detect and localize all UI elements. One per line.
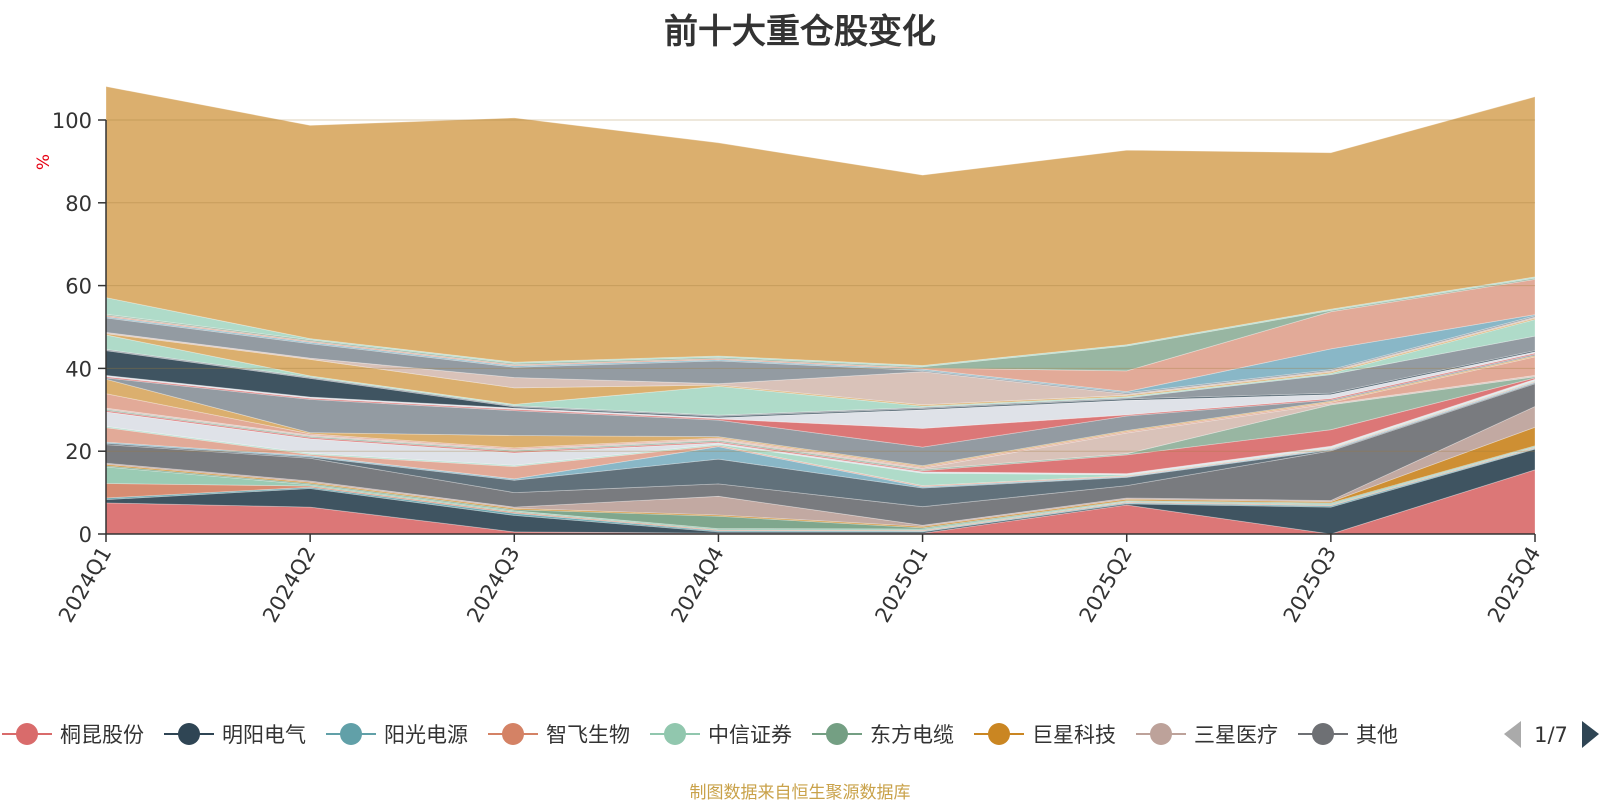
legend-item[interactable]: 明阳电气 xyxy=(164,723,306,747)
x-tick-label: 2024Q1 xyxy=(54,543,116,627)
y-axis-label: % xyxy=(34,154,54,170)
source-note: 制图数据来自恒生聚源数据库 xyxy=(689,783,911,803)
legend-label: 东方电缆 xyxy=(870,723,954,747)
y-tick-label: 40 xyxy=(65,357,92,381)
legend-marker xyxy=(826,723,848,745)
legend-item[interactable]: 三星医疗 xyxy=(1136,723,1278,747)
area-series-2[interactable] xyxy=(105,448,1536,535)
legend-item[interactable]: 其他 xyxy=(1298,723,1398,747)
area-series-4[interactable] xyxy=(105,446,1536,532)
x-tick-label: 2025Q3 xyxy=(1279,543,1341,627)
legend-marker xyxy=(1150,723,1172,745)
y-tick-label: 20 xyxy=(65,440,92,464)
area-series-33[interactable] xyxy=(105,86,1536,366)
legend-label: 明阳电气 xyxy=(222,723,306,747)
legend-prev-triangle-left-icon[interactable] xyxy=(1504,721,1521,748)
legend[interactable]: 桐昆股份 明阳电气 阳光电源 智飞生物 中信证券 东方电缆 巨星科技 三星医疗 其他 1/7 xyxy=(2,721,1599,748)
x-tick-label: 2025Q2 xyxy=(1075,543,1137,627)
legend-item[interactable]: 巨星科技 xyxy=(974,723,1116,747)
legend-page-indicator: 1/7 xyxy=(1534,723,1568,747)
x-tick-label: 2024Q4 xyxy=(666,543,728,627)
legend-label: 桐昆股份 xyxy=(60,723,144,747)
area-series-21[interactable] xyxy=(105,352,1536,448)
area-series-26[interactable] xyxy=(105,317,1536,407)
y-tick-label: 0 xyxy=(79,523,92,547)
area-series-7[interactable] xyxy=(105,426,1536,529)
x-tick-label: 2024Q3 xyxy=(462,543,524,627)
y-tick-label: 100 xyxy=(52,109,92,133)
legend-item[interactable]: 中信证券 xyxy=(650,723,792,747)
legend-marker xyxy=(988,723,1010,745)
legend-marker xyxy=(664,723,686,745)
y-tick-label: 80 xyxy=(65,192,92,216)
area-series-3[interactable] xyxy=(105,447,1536,533)
legend-marker xyxy=(1312,723,1334,745)
area-series-group xyxy=(105,86,1536,535)
area-series-14[interactable] xyxy=(105,378,1536,476)
legend-label: 三星医疗 xyxy=(1194,723,1278,747)
legend-marker xyxy=(178,723,200,745)
legend-marker xyxy=(16,723,38,745)
legend-marker xyxy=(340,723,362,745)
legend-label: 巨星科技 xyxy=(1032,723,1116,747)
legend-item[interactable]: 桐昆股份 xyxy=(2,723,144,747)
legend-next-triangle-right-icon[interactable] xyxy=(1582,721,1599,748)
legend-marker xyxy=(502,723,524,745)
legend-item[interactable]: 智飞生物 xyxy=(488,723,630,747)
x-tick-label: 2025Q1 xyxy=(870,543,932,627)
legend-label: 智飞生物 xyxy=(546,723,630,747)
area-series-5[interactable] xyxy=(105,446,1536,531)
legend-item[interactable]: 阳光电源 xyxy=(326,723,468,747)
area-series-32[interactable] xyxy=(105,276,1536,368)
area-series-23[interactable] xyxy=(105,350,1536,419)
y-tick-label: 60 xyxy=(65,275,92,299)
legend-label: 阳光电源 xyxy=(384,723,468,747)
area-series-16[interactable] xyxy=(105,376,1536,472)
area-series-30[interactable] xyxy=(105,278,1536,393)
legend-label: 中信证券 xyxy=(708,723,792,747)
legend-items: 桐昆股份 明阳电气 阳光电源 智飞生物 中信证券 东方电缆 巨星科技 三星医疗 其他 xyxy=(2,723,1398,747)
grid-lines xyxy=(106,119,1535,452)
legend-label: 其他 xyxy=(1356,723,1398,747)
legend-item[interactable]: 东方电缆 xyxy=(812,723,954,747)
chart-title: 前十大重仓股变化 xyxy=(664,12,936,52)
x-tick-label: 2024Q2 xyxy=(258,543,320,627)
x-tick-label: 2025Q4 xyxy=(1483,543,1545,627)
